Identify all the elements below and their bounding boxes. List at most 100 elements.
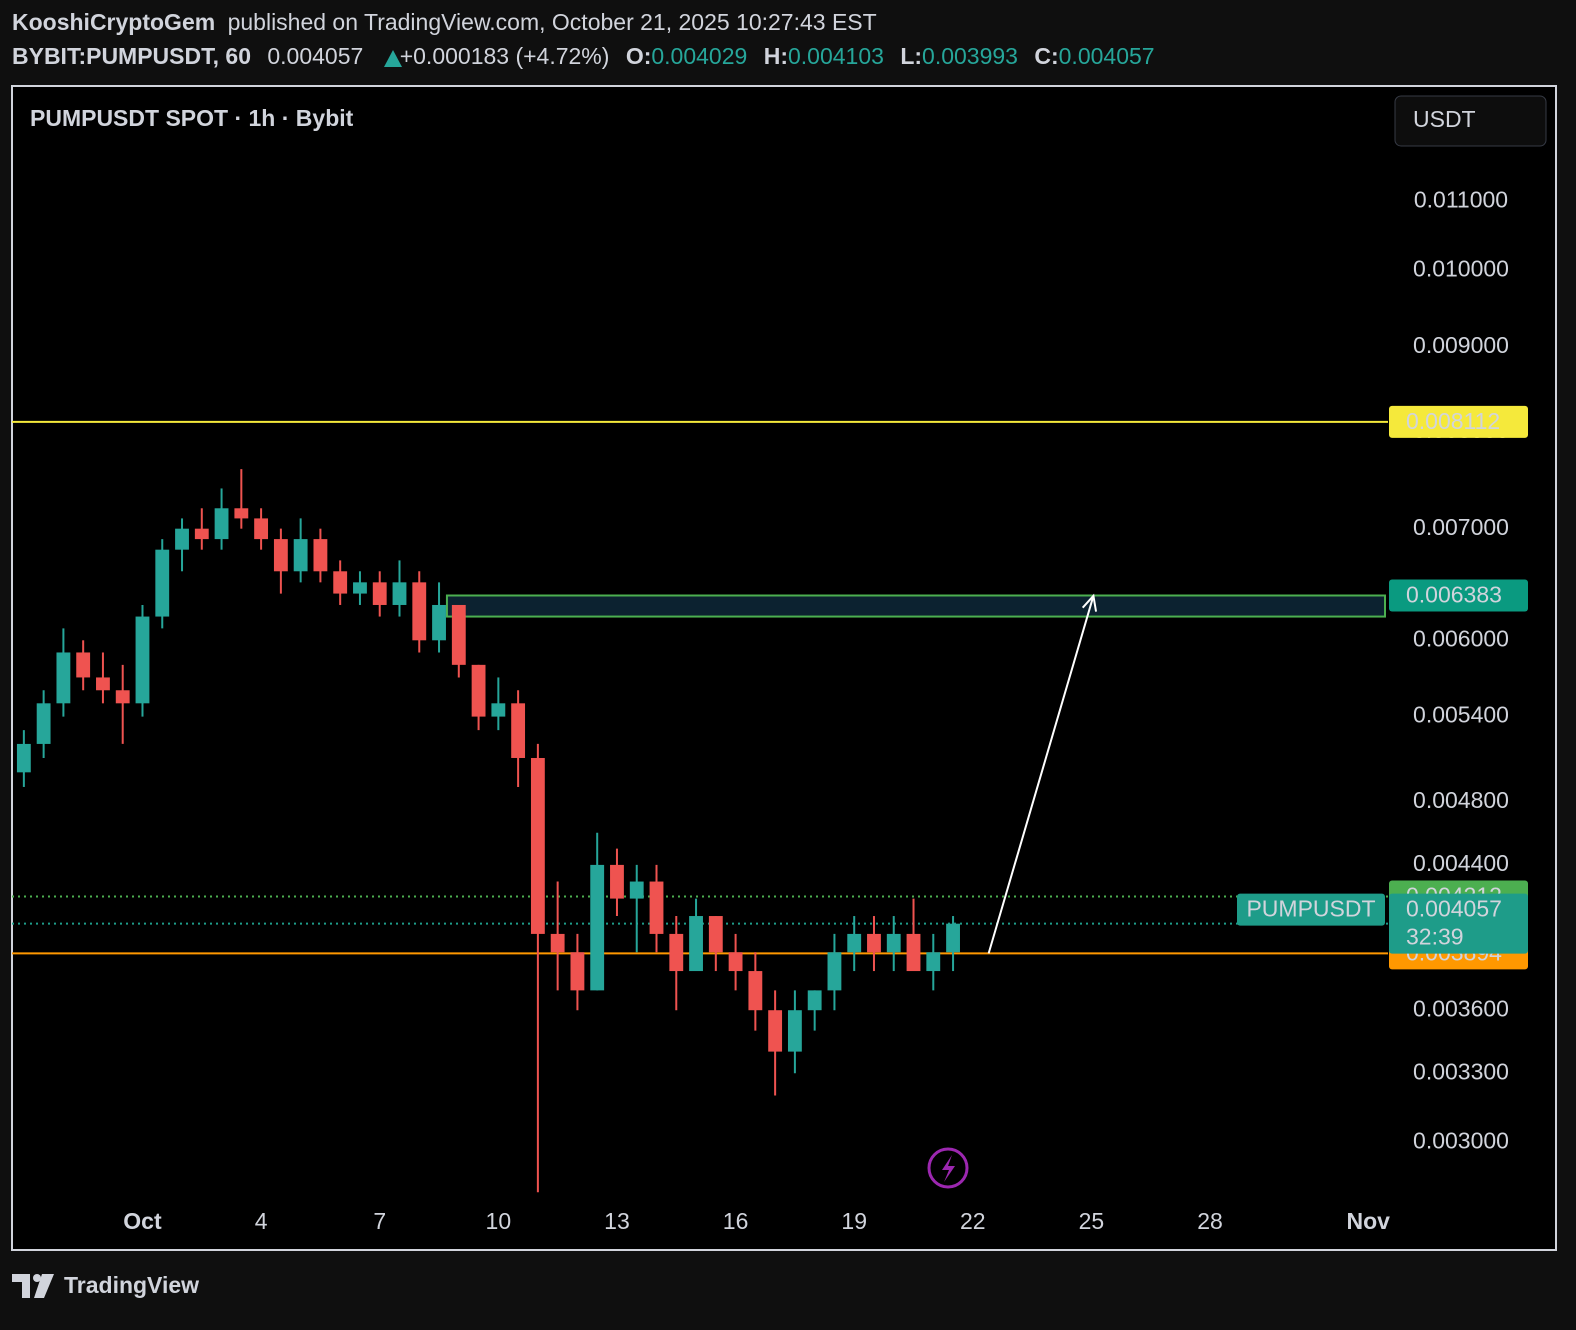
candle-body [629,881,644,899]
x-tick-label: 16 [723,1208,749,1234]
symbol-badge [1237,893,1385,926]
candle-body [946,923,960,953]
x-tick-label: 4 [255,1208,268,1234]
candle-body [807,990,822,1011]
high: 0.004103 [788,43,884,69]
y-tick-label: 0.011000 [1414,186,1508,212]
currency[interactable]: USDT [1413,106,1476,132]
price-badge [1389,579,1528,612]
candle-body [56,652,71,704]
candle-body [273,539,288,572]
y-tick-label: 0.003000 [1413,1127,1509,1153]
low: 0.003993 [922,43,1018,69]
author: KooshiCryptoGem [12,9,215,35]
candle-body [669,933,684,972]
x-tick-label: 28 [1197,1208,1223,1234]
high-label: H: [764,43,788,69]
candle-body [353,582,367,594]
logo [12,1274,54,1298]
low-label: L: [900,43,922,69]
x-tick-label: 25 [1079,1208,1105,1234]
up-triangle [384,50,402,67]
price-badge-label: 0.008112 [1406,408,1500,434]
price: 0.004057 [267,43,363,69]
candle-body [16,743,31,773]
close: 0.004057 [1059,43,1155,69]
published: published on TradingView.com, October 21… [228,9,877,35]
candle-body [570,952,585,991]
y-tick-label: 0.005400 [1413,702,1509,728]
candle-body [333,571,348,594]
candle-body [313,539,328,572]
candle-body [748,971,763,1011]
publish-line: KooshiCryptoGem published on TradingView… [12,9,877,35]
arrow-head [1081,593,1098,612]
candle-body [530,757,545,934]
candle-body [590,864,605,991]
plot: 0.0110000.0100000.0090000.0080000.007000… [12,186,1528,1234]
candle-body [36,703,51,744]
candle-body [827,952,842,991]
x-tick-label: Oct [123,1208,162,1234]
candle-body [728,952,743,972]
y-tick-label: 0.004400 [1413,850,1509,876]
candle-body [254,518,269,540]
candle-body [689,916,703,972]
candle-body [926,952,941,972]
x-tick-label: 19 [841,1208,867,1234]
candle-body [155,549,170,617]
chart-frame [11,85,1557,1251]
y-tick-label: 0.007000 [1413,514,1509,540]
candle-body [768,1010,783,1052]
target-zone [445,594,1387,618]
candle-body [175,528,189,550]
alert-icon[interactable] [927,1147,969,1189]
change: +0.000183 (+4.72%) [400,43,610,69]
candle-body [293,539,308,572]
close-label: C: [1034,43,1058,69]
currency-button[interactable] [1394,95,1547,147]
y-tick-label: 0.003600 [1413,995,1509,1021]
open-label: O: [626,43,652,69]
countdown: 32:39 [1406,924,1464,950]
candle-body [372,582,387,605]
candle-body [194,528,209,540]
price-badge [1389,405,1528,438]
open: 0.004029 [651,43,747,69]
chart-title: PUMPUSDT SPOT · 1h · Bybit [30,105,354,131]
candle-body [412,582,427,641]
x-tick-label: 7 [373,1208,386,1234]
candle-body [76,652,91,678]
candle-body [135,616,150,704]
candle-body [610,864,624,899]
candle-body [550,933,565,953]
x-tick-label: 22 [960,1208,986,1234]
x-tick-label: Nov [1347,1208,1391,1234]
candle-body [867,933,881,953]
candle-body [432,604,446,641]
brand: TradingView [64,1272,199,1298]
candle-body [451,604,466,665]
price-badge-label: 0.006383 [1406,582,1502,608]
candle-body [847,933,862,953]
y-tick-label: 0.004800 [1413,787,1509,813]
candle-body [115,690,130,704]
x-tick-label: 10 [486,1208,512,1234]
candle-body [392,582,407,605]
price-badge [1389,893,1528,954]
price-badge-label: 0.004057 [1406,896,1502,922]
y-tick-label: 0.010000 [1413,255,1509,281]
symbol: BYBIT:PUMPUSDT, 60 [12,43,251,69]
candle-body [906,933,921,972]
y-tick-label: 0.003300 [1413,1058,1509,1084]
candle-body [96,677,110,691]
projection-arrow [987,595,1095,954]
candle-body [708,916,723,953]
y-tick-label: 0.006000 [1413,625,1509,651]
quote-line: BYBIT:PUMPUSDT, 60 0.004057 +0.000183 (+… [12,43,1155,69]
candle-body [787,1010,802,1052]
candle-body [886,933,901,953]
candle-body [491,703,506,717]
